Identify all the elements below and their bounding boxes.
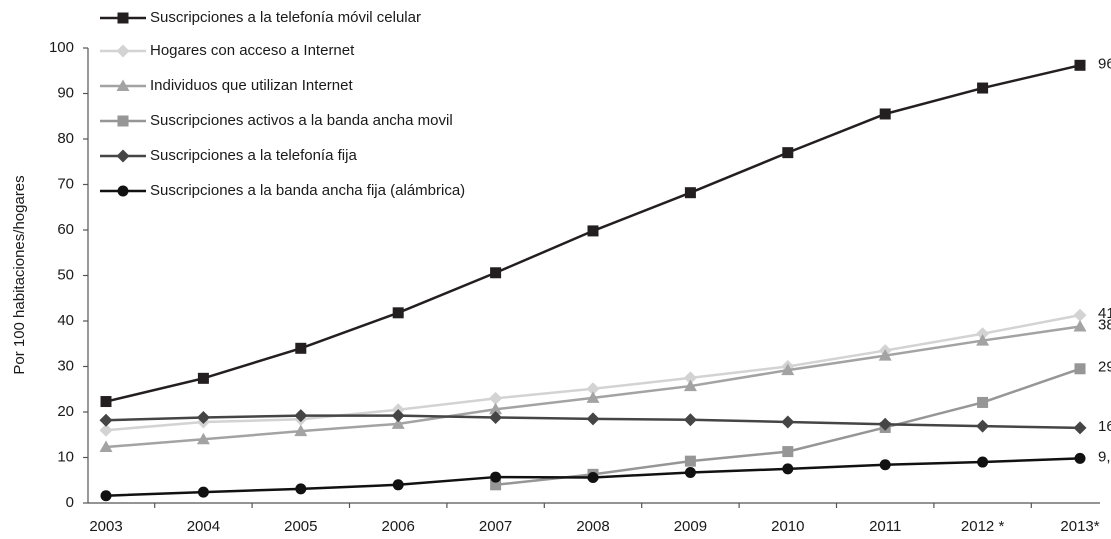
data-point: [295, 483, 307, 495]
data-point: [100, 490, 112, 502]
data-point: [586, 391, 600, 403]
x-tick-label: 2005: [284, 518, 317, 535]
data-point: [683, 413, 697, 427]
data-label: 38,8: [1098, 316, 1111, 333]
data-point: [878, 417, 892, 431]
x-tick-label: 2009: [674, 518, 707, 535]
data-point: [879, 459, 891, 471]
x-tick-label: 2010: [771, 518, 804, 535]
y-tick-label: 80: [57, 130, 74, 147]
data-point: [976, 327, 990, 341]
legend-label: Individuos que utilizan Internet: [150, 77, 353, 94]
legend-marker: [117, 12, 129, 24]
y-tick-label: 90: [57, 84, 74, 101]
data-point: [489, 402, 503, 415]
data-label: 41,3: [1098, 305, 1111, 322]
data-point: [196, 432, 210, 445]
y-tick-label: 100: [49, 39, 74, 56]
data-point: [1074, 363, 1086, 375]
data-label: 96,2: [1098, 55, 1111, 72]
data-point: [684, 187, 696, 199]
data-point: [294, 424, 308, 437]
legend-marker: [116, 44, 130, 58]
data-point: [489, 391, 503, 405]
data-point: [977, 396, 989, 408]
data-point: [197, 486, 209, 498]
data-point: [490, 267, 502, 279]
data-point: [977, 456, 989, 468]
data-point: [587, 472, 599, 484]
legend-label: Hogares con acceso a Internet: [150, 42, 355, 59]
data-point: [878, 349, 892, 361]
data-label: 16,5: [1098, 418, 1111, 435]
data-point: [879, 108, 891, 120]
data-point: [586, 412, 600, 426]
data-label: 9,8: [1098, 448, 1111, 465]
data-point: [976, 419, 990, 433]
y-tick-label: 70: [57, 175, 74, 192]
data-point: [99, 440, 113, 453]
data-point: [781, 415, 795, 429]
data-point: [489, 410, 503, 424]
data-point: [1074, 59, 1086, 71]
data-point: [1073, 421, 1087, 435]
x-tick-label: 2003: [89, 518, 122, 535]
legend-marker: [117, 115, 129, 127]
legend-marker: [117, 185, 129, 197]
data-point: [196, 410, 210, 424]
y-tick-label: 50: [57, 266, 74, 283]
data-point: [1074, 452, 1086, 464]
data-point: [976, 334, 990, 346]
y-tick-label: 60: [57, 221, 74, 238]
data-point: [683, 379, 697, 392]
x-tick-label: 2012 *: [961, 518, 1005, 535]
data-point: [782, 147, 794, 159]
y-axis-label: Por 100 habitaciones/hogares: [11, 175, 28, 374]
data-point: [782, 446, 794, 458]
data-point: [294, 409, 308, 423]
data-point: [391, 417, 405, 429]
y-tick-label: 10: [57, 448, 74, 465]
data-point: [684, 467, 696, 479]
x-tick-label: 2004: [187, 518, 220, 535]
legend-marker: [116, 79, 130, 91]
data-point: [586, 382, 600, 396]
data-point: [100, 396, 112, 408]
legend-label: Suscripciones a la telefonía móvil celul…: [150, 9, 421, 26]
data-point: [683, 371, 697, 385]
data-point: [197, 372, 209, 384]
y-tick-label: 0: [66, 494, 74, 511]
data-point: [490, 471, 502, 483]
data-point: [99, 423, 113, 437]
data-point: [1073, 308, 1087, 322]
x-tick-label: 2006: [382, 518, 415, 535]
data-point: [587, 225, 599, 237]
legend-marker: [116, 149, 130, 163]
legend-label: Suscripciones a la banda ancha fija (alá…: [150, 182, 465, 199]
data-point: [977, 82, 989, 94]
data-point: [392, 307, 404, 319]
y-tick-label: 40: [57, 312, 74, 329]
data-point: [99, 413, 113, 427]
data-point: [781, 363, 795, 376]
data-point: [1073, 319, 1087, 332]
data-point: [391, 409, 405, 423]
data-point: [490, 479, 502, 491]
legend-label: Suscripciones activos a la banda ancha m…: [150, 112, 453, 129]
x-tick-label: 2013*: [1060, 518, 1099, 535]
data-point: [684, 455, 696, 467]
y-tick-label: 20: [57, 403, 74, 420]
x-tick-label: 2007: [479, 518, 512, 535]
x-tick-label: 2011: [869, 518, 901, 535]
y-tick-label: 30: [57, 357, 74, 374]
data-point: [782, 463, 794, 475]
data-point: [295, 342, 307, 354]
legend-label: Suscripciones a la telefonía fija: [150, 147, 357, 164]
x-tick-label: 2008: [576, 518, 609, 535]
data-label: 29,5: [1098, 359, 1111, 376]
data-point: [392, 479, 404, 491]
